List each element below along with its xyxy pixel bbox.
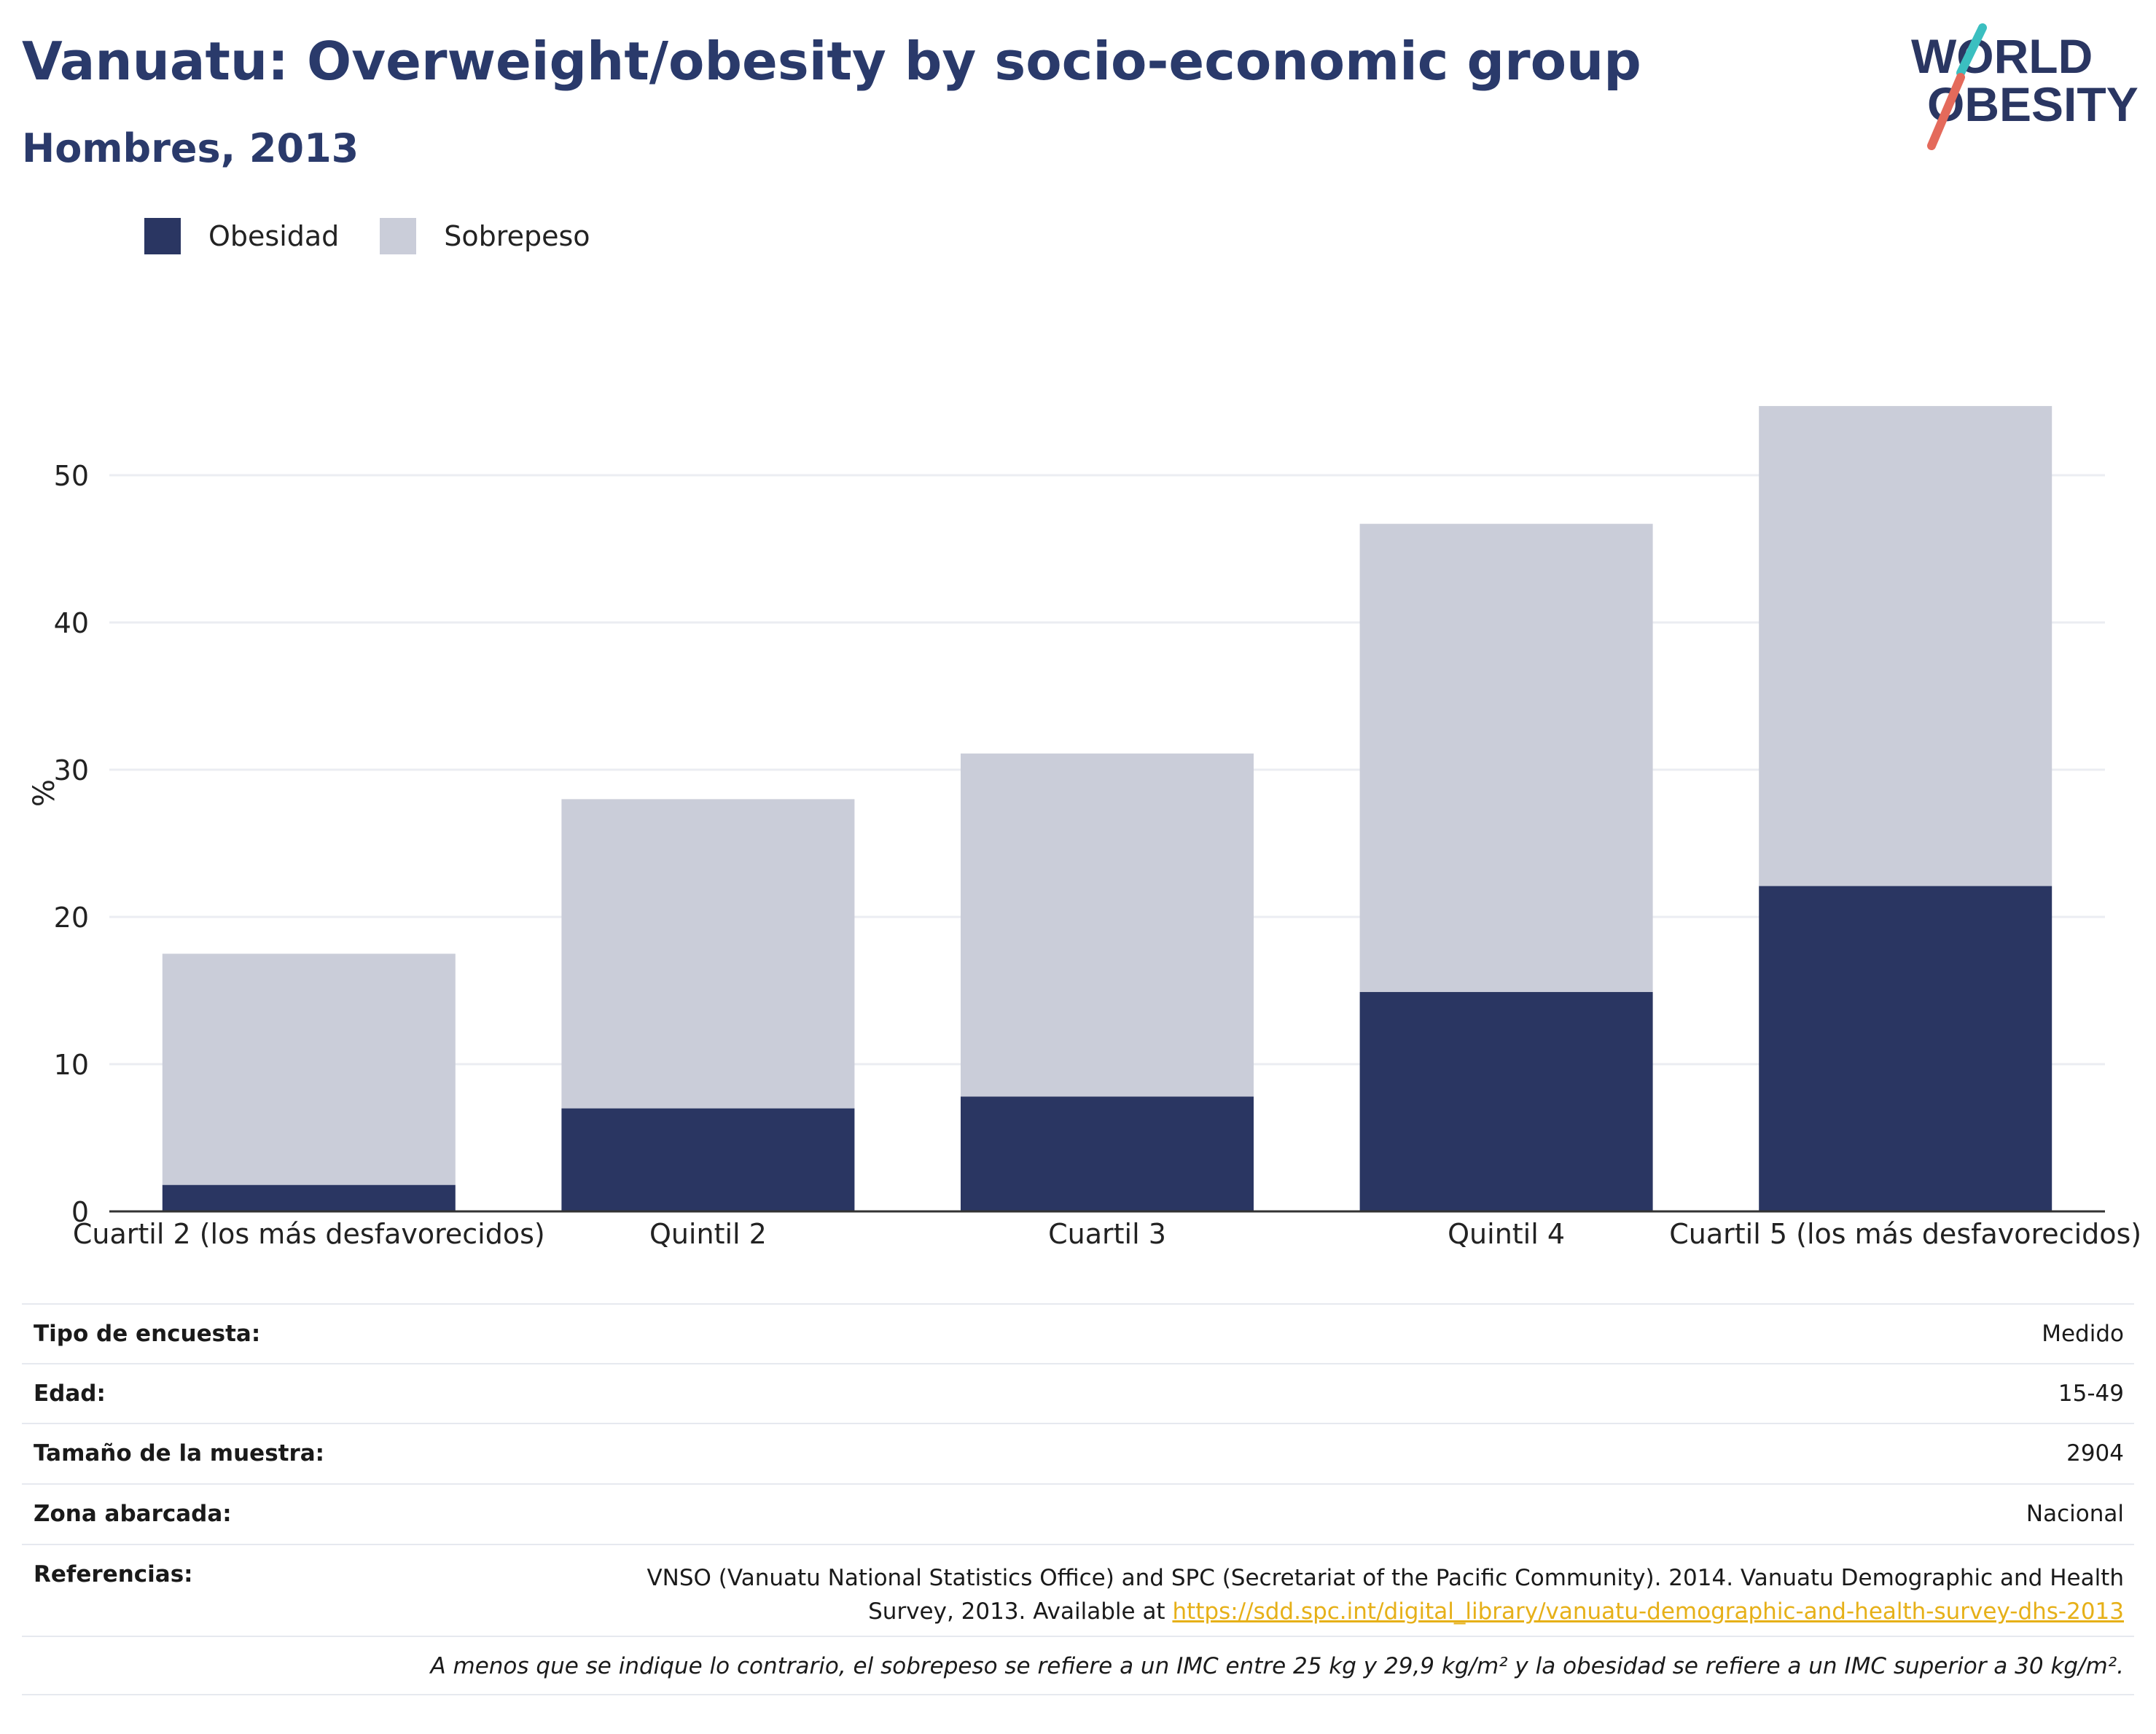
bar-overweight [162, 953, 456, 1185]
legend-swatch-obesity [144, 218, 181, 254]
footnote: A menos que se indique lo contrario, el … [22, 1636, 2134, 1695]
bar-chart: 0 10 20 30 40 50% Cuartil 2 (los más desfavore… [28, 406, 2141, 1250]
info-label: Referencias: [34, 1561, 193, 1587]
chart-title: Vanuatu: Overweight/obesity by socio-eco… [22, 31, 1641, 92]
logo-slash-teal [1956, 23, 1987, 77]
info-label: Edad: [34, 1380, 106, 1407]
x-tick-label: Cuartil 2 (los más desfavorecidos) [73, 1218, 545, 1250]
info-row-references: Referencias: VNSO (Vanuatu National Stat… [22, 1544, 2134, 1636]
bar-obesity [561, 1108, 855, 1211]
bar-overweight [961, 753, 1254, 1097]
info-value: Medido [2042, 1321, 2124, 1347]
info-table: Tipo de encuesta: Medido Edad: 15-49 Tam… [22, 1303, 2134, 1695]
bar-obesity [1359, 992, 1653, 1211]
world-obesity-logo: WORLD OBESITY [1911, 23, 2139, 150]
references-link[interactable]: https://sdd.spc.int/digital_library/vanu… [1172, 1598, 2124, 1625]
y-axis-label: % [28, 779, 61, 807]
chart-legend: Obesidad Sobrepeso [144, 217, 631, 255]
info-row-area: Zona abarcada: Nacional [22, 1483, 2134, 1544]
info-row-sample-size: Tamaño de la muestra: 2904 [22, 1423, 2134, 1483]
legend-item-overweight[interactable]: Sobrepeso [380, 218, 590, 254]
chart-subtitle: Hombres, 2013 [22, 125, 359, 171]
logo-text-world: WORLD [1911, 29, 2093, 83]
y-tick-label: 40 [54, 607, 89, 639]
y-tick-label: 0 [71, 1196, 89, 1228]
x-tick-label: Quintil 4 [1448, 1218, 1565, 1250]
info-row-survey-type: Tipo de encuesta: Medido [22, 1303, 2134, 1363]
y-tick-label: 10 [54, 1049, 89, 1081]
y-tick-label: 30 [54, 754, 89, 786]
y-tick-label: 50 [54, 460, 89, 492]
info-row-age: Edad: 15-49 [22, 1363, 2134, 1423]
legend-item-obesity[interactable]: Obesidad [144, 218, 339, 254]
bar-obesity [1759, 886, 2053, 1211]
legend-swatch-overweight [380, 218, 417, 254]
bar-obesity [961, 1096, 1254, 1211]
references-text: VNSO (Vanuatu National Statistics Office… [647, 1565, 2124, 1625]
legend-label-overweight: Sobrepeso [444, 220, 590, 252]
info-value: 2904 [2066, 1440, 2124, 1467]
bar-overweight [561, 799, 855, 1109]
info-value: Nacional [2026, 1501, 2124, 1527]
x-tick-label: Quintil 2 [649, 1218, 767, 1250]
y-tick-label: 20 [54, 902, 89, 934]
x-tick-label: Cuartil 5 (los más desfavorecidos) [1669, 1218, 2141, 1250]
x-tick-label: Cuartil 3 [1048, 1218, 1166, 1250]
info-label: Zona abarcada: [34, 1501, 232, 1527]
bar-obesity [162, 1184, 456, 1211]
bar-overweight [1759, 406, 2053, 886]
info-label: Tamaño de la muestra: [34, 1440, 325, 1467]
logo-slash-coral [1927, 73, 1965, 150]
references-value: VNSO (Vanuatu National Statistics Office… [622, 1561, 2124, 1628]
info-value: 15-49 [2058, 1380, 2124, 1407]
legend-label-obesity: Obesidad [208, 220, 340, 252]
bar-overweight [1359, 523, 1653, 993]
info-label: Tipo de encuesta: [34, 1321, 261, 1347]
logo-text-obesity: OBESITY [1927, 77, 2139, 131]
